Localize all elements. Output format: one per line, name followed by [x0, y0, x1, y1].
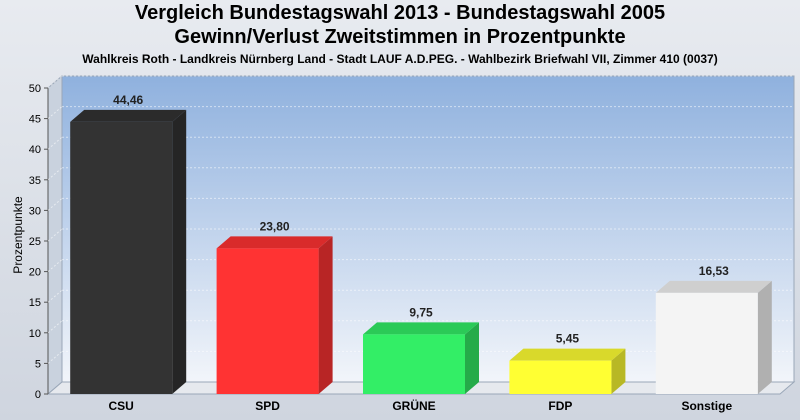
bar-top-fdp	[509, 348, 626, 361]
data-label: 5,45	[556, 332, 580, 346]
y-tick-label: 30	[29, 205, 41, 217]
bar-fdp	[509, 360, 612, 394]
chart-title-line1: Vergleich Bundestagswahl 2013 - Bundesta…	[134, 2, 666, 24]
y-tick-label: 45	[29, 114, 41, 126]
bar-side-spd	[318, 236, 333, 394]
bar-spd	[216, 248, 319, 394]
bar-side-grüne	[465, 322, 479, 394]
y-axis-label: Prozentpunkte	[11, 196, 25, 274]
data-label: 23,80	[260, 219, 290, 233]
x-tick-label: SPD	[255, 399, 280, 413]
y-tick-label: 50	[29, 83, 41, 95]
chart-title-line2: Gewinn/Verlust Zweitstimmen in Prozentpu…	[174, 26, 626, 48]
grid-line-side	[47, 259, 63, 272]
y-tick-label: 20	[29, 267, 41, 279]
grid-line-side	[47, 351, 63, 364]
bar-sonstige	[655, 292, 758, 394]
data-label: 16,53	[699, 264, 729, 278]
y-tick-label: 35	[29, 175, 41, 187]
bar-side-fdp	[611, 348, 626, 394]
x-tick-label: CSU	[109, 399, 134, 413]
bar-top-spd	[216, 236, 333, 249]
grid-line-side	[47, 106, 63, 119]
y-tick-label: 25	[29, 236, 41, 248]
y-tick-label: 5	[35, 358, 41, 370]
bar-side-sonstige	[757, 280, 772, 394]
bar-csu	[70, 121, 173, 395]
data-label: 9,75	[409, 305, 433, 319]
grid-line-side	[47, 167, 63, 181]
data-label: 44,46	[113, 93, 143, 107]
grid-line-side	[47, 136, 63, 150]
y-tick-label: 15	[29, 297, 41, 309]
x-tick-label: Sonstige	[681, 399, 732, 413]
grid-line-side	[47, 289, 63, 303]
bar-top-grüne	[363, 322, 479, 335]
y-tick-label: 40	[29, 144, 41, 156]
grid-line-side	[47, 75, 63, 89]
y-tick-label: 10	[29, 328, 41, 340]
bar-side-csu	[172, 109, 187, 395]
grid-line-side	[47, 228, 63, 242]
chart-subtitle: Wahlkreis Roth - Landkreis Nürnberg Land…	[82, 52, 718, 66]
grid-line-side	[47, 198, 63, 211]
bar-top-sonstige	[655, 280, 772, 293]
bar-top-csu	[70, 109, 187, 122]
x-tick-label: FDP	[548, 399, 572, 413]
bar-grüne	[363, 334, 465, 394]
x-tick-label: GRÜNE	[392, 398, 435, 413]
grid-line-side	[47, 320, 63, 334]
y-tick-label: 0	[35, 389, 41, 401]
